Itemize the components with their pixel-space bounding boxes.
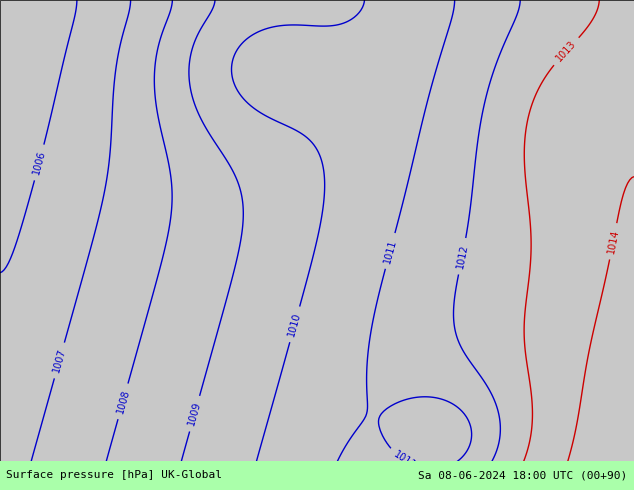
Text: 1013: 1013 [554, 39, 578, 64]
Text: Surface pressure [hPa] UK-Global: Surface pressure [hPa] UK-Global [6, 470, 223, 480]
Text: 1008: 1008 [115, 388, 131, 415]
Text: 1012: 1012 [455, 243, 470, 270]
Text: 1006: 1006 [31, 149, 47, 175]
Text: 1011: 1011 [392, 450, 418, 471]
Text: Surface pressure [hPa] UK-Global: Surface pressure [hPa] UK-Global [6, 470, 223, 480]
Text: Sa 08-06-2024 18:00 UTC (00+90): Sa 08-06-2024 18:00 UTC (00+90) [418, 470, 628, 480]
Text: 1009: 1009 [186, 400, 203, 427]
Text: 1014: 1014 [606, 228, 621, 254]
Text: Sa 08-06-2024 18:00 UTC (00+90): Sa 08-06-2024 18:00 UTC (00+90) [418, 470, 628, 480]
Text: 1007: 1007 [51, 347, 68, 374]
Text: 1010: 1010 [287, 311, 303, 338]
Text: 1011: 1011 [382, 238, 398, 264]
